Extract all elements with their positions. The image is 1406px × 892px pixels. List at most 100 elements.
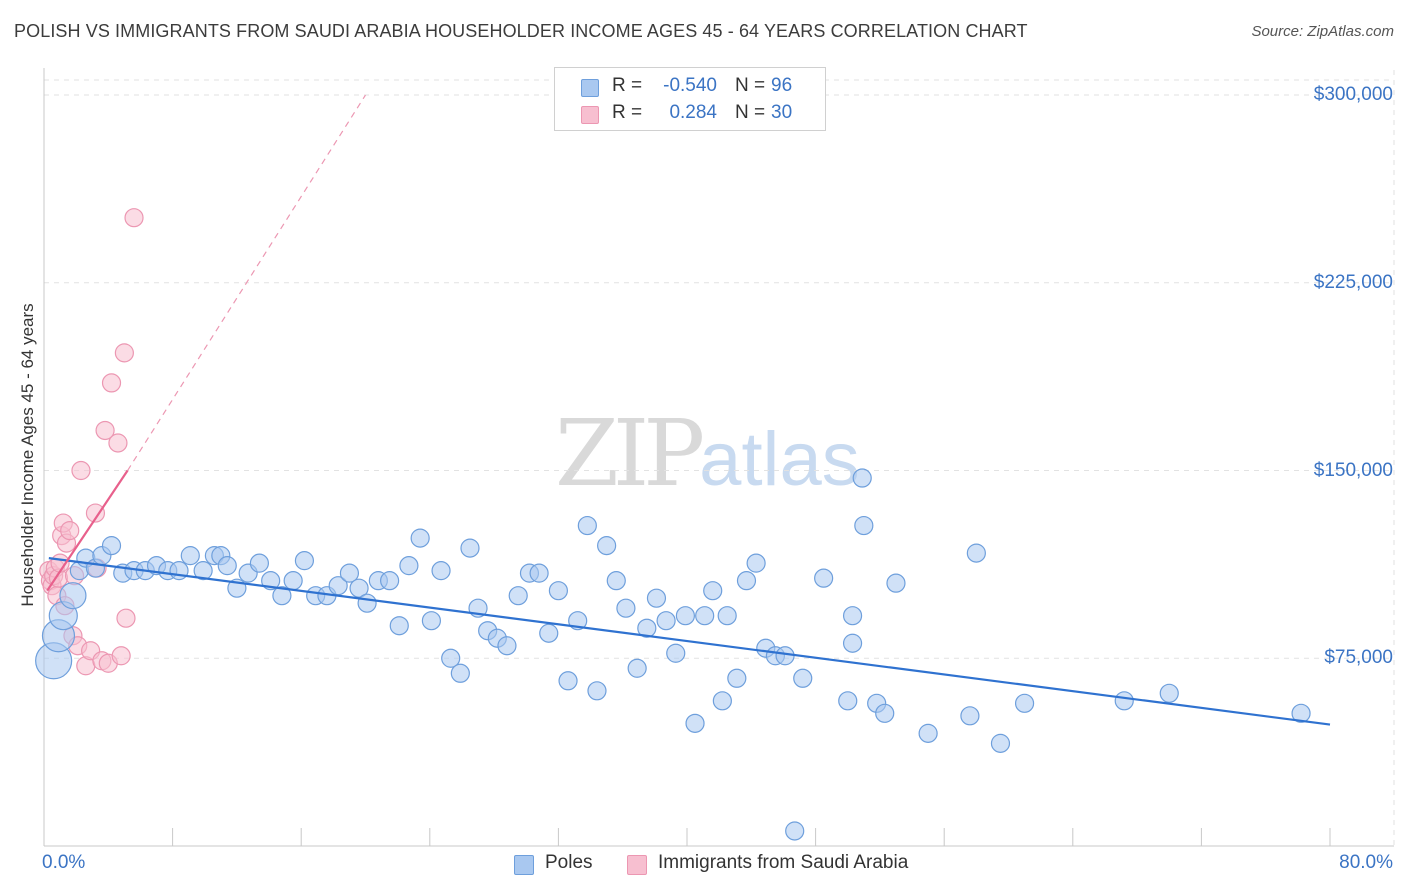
point-poles <box>875 703 895 723</box>
point-poles <box>450 663 470 683</box>
point-saudi <box>101 373 122 393</box>
point-poles <box>283 571 303 591</box>
point-poles <box>727 668 747 688</box>
point-poles <box>380 571 400 591</box>
bottom-legend-label-saudi: Immigrants from Saudi Arabia <box>658 852 909 873</box>
point-poles <box>712 691 732 711</box>
x-tick-label-max: 80.0% <box>1339 852 1393 873</box>
point-poles <box>460 538 480 558</box>
point-poles <box>261 571 281 591</box>
bottom-legend-label-poles: Poles <box>545 852 593 873</box>
legend-r-label: R = <box>612 75 643 96</box>
point-poles <box>814 568 834 588</box>
x-tick-label-min: 0.0% <box>42 852 86 873</box>
point-poles <box>717 606 737 626</box>
trend-line-poles <box>48 557 1331 726</box>
point-poles <box>294 551 315 571</box>
point-poles <box>597 536 617 556</box>
bottom-legend-swatch-poles <box>514 855 534 875</box>
trend-line-saudi <box>46 469 129 592</box>
point-saudi <box>116 608 136 628</box>
point-poles <box>854 515 874 536</box>
point-poles <box>357 593 377 613</box>
legend-row-poles: R = -0.540 N = 96 <box>555 75 825 101</box>
point-saudi <box>60 520 80 541</box>
legend-n-value-saudi: 30 <box>771 102 793 123</box>
y-tick-label: $75,000 <box>1324 647 1393 669</box>
legend-swatch-poles <box>581 79 599 97</box>
point-poles <box>1014 693 1035 713</box>
point-poles <box>339 563 360 583</box>
point-saudi <box>95 420 115 441</box>
point-poles <box>666 643 686 663</box>
trend-line-saudi-extrapolated <box>127 94 367 471</box>
point-poles <box>508 586 528 606</box>
legend-row-saudi: R = 0.284 N = 30 <box>555 102 825 128</box>
point-poles <box>421 611 442 631</box>
y-axis-label: Householder Income Ages 45 - 64 years <box>18 303 37 607</box>
point-poles <box>852 468 872 488</box>
point-poles <box>558 671 578 691</box>
point-poles <box>746 553 766 573</box>
point-poles <box>1114 691 1134 711</box>
legend-r-value-poles: -0.540 <box>663 75 717 96</box>
point-poles <box>193 561 213 581</box>
point-saudi <box>85 503 106 523</box>
point-poles <box>656 611 676 631</box>
point-saudi <box>114 343 134 363</box>
point-poles <box>842 633 863 653</box>
point-poles <box>886 573 906 593</box>
point-poles <box>59 582 87 610</box>
point-saudi <box>124 208 144 228</box>
point-poles <box>695 606 715 626</box>
point-poles <box>1159 683 1179 703</box>
point-poles <box>703 581 723 601</box>
legend-n-value-poles: 96 <box>771 75 793 96</box>
y-tick-label: $225,000 <box>1313 271 1393 293</box>
point-poles <box>842 606 863 626</box>
point-poles <box>785 821 805 841</box>
axes <box>43 68 1394 847</box>
point-poles <box>180 546 200 566</box>
point-poles <box>960 706 980 726</box>
point-poles <box>548 581 569 601</box>
watermark-zip: ZIP <box>555 400 705 507</box>
y-tick-label: $300,000 <box>1313 84 1393 106</box>
point-poles <box>539 623 559 643</box>
point-poles <box>838 691 858 711</box>
watermark-atlas: atlas <box>699 417 860 502</box>
series-poles-points <box>35 468 1311 841</box>
point-poles <box>736 571 757 591</box>
chart-title: POLISH VS IMMIGRANTS FROM SAUDI ARABIA H… <box>14 21 1028 41</box>
point-poles <box>217 556 237 576</box>
point-poles <box>616 598 636 618</box>
point-poles <box>918 723 938 743</box>
point-poles <box>587 681 607 701</box>
correlation-legend: R = -0.540 N = 96 R = 0.284 N = 30 <box>554 67 826 131</box>
point-poles <box>627 658 647 678</box>
point-poles <box>497 636 517 656</box>
point-poles <box>399 556 419 576</box>
point-poles <box>349 578 369 598</box>
point-poles <box>441 648 461 668</box>
point-poles <box>966 543 986 563</box>
point-poles <box>431 561 451 581</box>
y-tick-label: $150,000 <box>1313 459 1393 481</box>
point-poles <box>637 618 657 638</box>
point-poles <box>675 606 695 626</box>
point-saudi <box>71 460 91 481</box>
point-saudi <box>111 646 131 666</box>
point-poles <box>990 733 1011 753</box>
grid <box>44 70 1395 846</box>
watermark: ZIPatlas <box>555 400 860 507</box>
legend-r-label: R = <box>612 102 643 123</box>
point-poles <box>775 646 795 666</box>
point-poles <box>577 515 597 536</box>
point-saudi <box>108 433 128 453</box>
source-label: Source: ZipAtlas.com <box>1251 23 1394 40</box>
point-poles <box>685 713 705 733</box>
point-poles <box>272 586 292 606</box>
point-poles <box>249 553 270 573</box>
trend-lines <box>46 94 1331 726</box>
